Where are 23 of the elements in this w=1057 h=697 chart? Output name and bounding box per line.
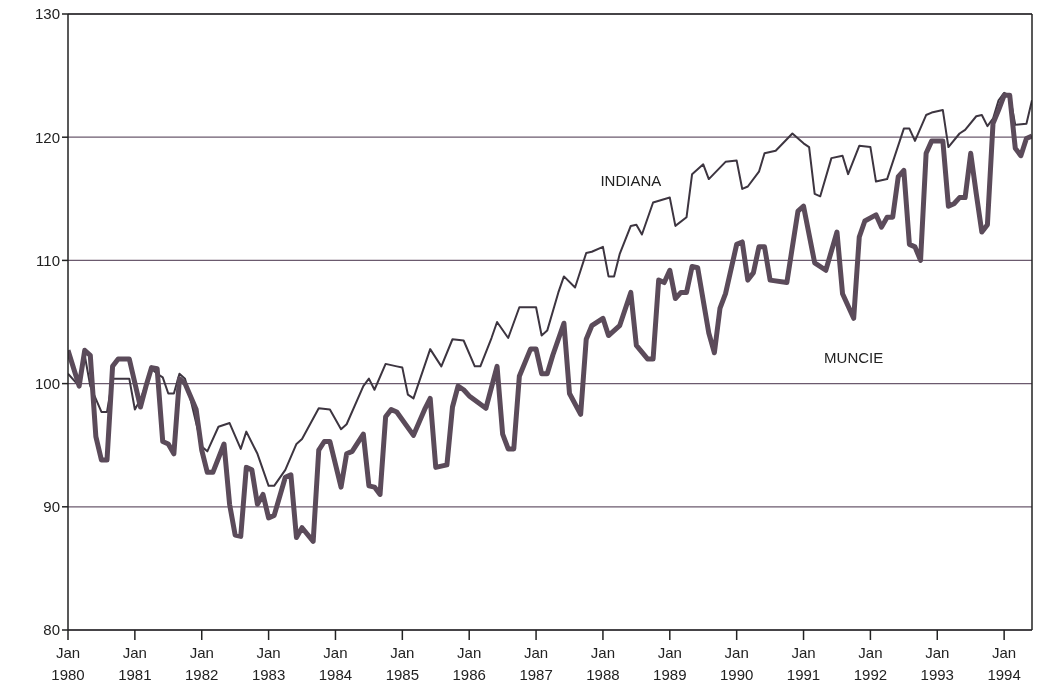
y-tick-label: 80 <box>43 621 60 639</box>
x-tick-label: Jan 1986 <box>452 644 486 683</box>
x-tick-label: Jan 1983 <box>251 644 286 683</box>
text: MUNCIE <box>824 349 884 367</box>
x-tick-label: Jan 1993 <box>920 644 954 683</box>
x-tick-label: Jan 1984 <box>318 644 353 683</box>
x-tick-label: Jan 1982 <box>185 644 219 683</box>
x-tick-label: Jan 1990 <box>719 644 754 683</box>
x-tick-label: Jan 1981 <box>118 644 152 683</box>
x-tick-label: Jan 1980 <box>51 644 85 683</box>
x-tick-label: Jan 1992 <box>853 644 888 683</box>
y-tick-label: 120 <box>34 128 60 146</box>
x-tick-label: Jan 1987 <box>519 644 553 683</box>
x-tick-label: Jan 1989 <box>653 644 687 683</box>
y-tick-label: 90 <box>43 498 60 516</box>
x-tick-label: Jan 1991 <box>786 644 821 683</box>
y-tick-label: 130 <box>34 5 60 23</box>
y-tick-label: 110 <box>36 251 60 269</box>
x-tick-label: Jan 1988 <box>586 644 620 683</box>
x-tick-label: Jan 1985 <box>385 644 420 683</box>
y-tick-label: 100 <box>34 374 60 392</box>
series-label: INDIANA <box>600 171 662 189</box>
x-tick-label: Jan 1994 <box>987 644 1021 683</box>
